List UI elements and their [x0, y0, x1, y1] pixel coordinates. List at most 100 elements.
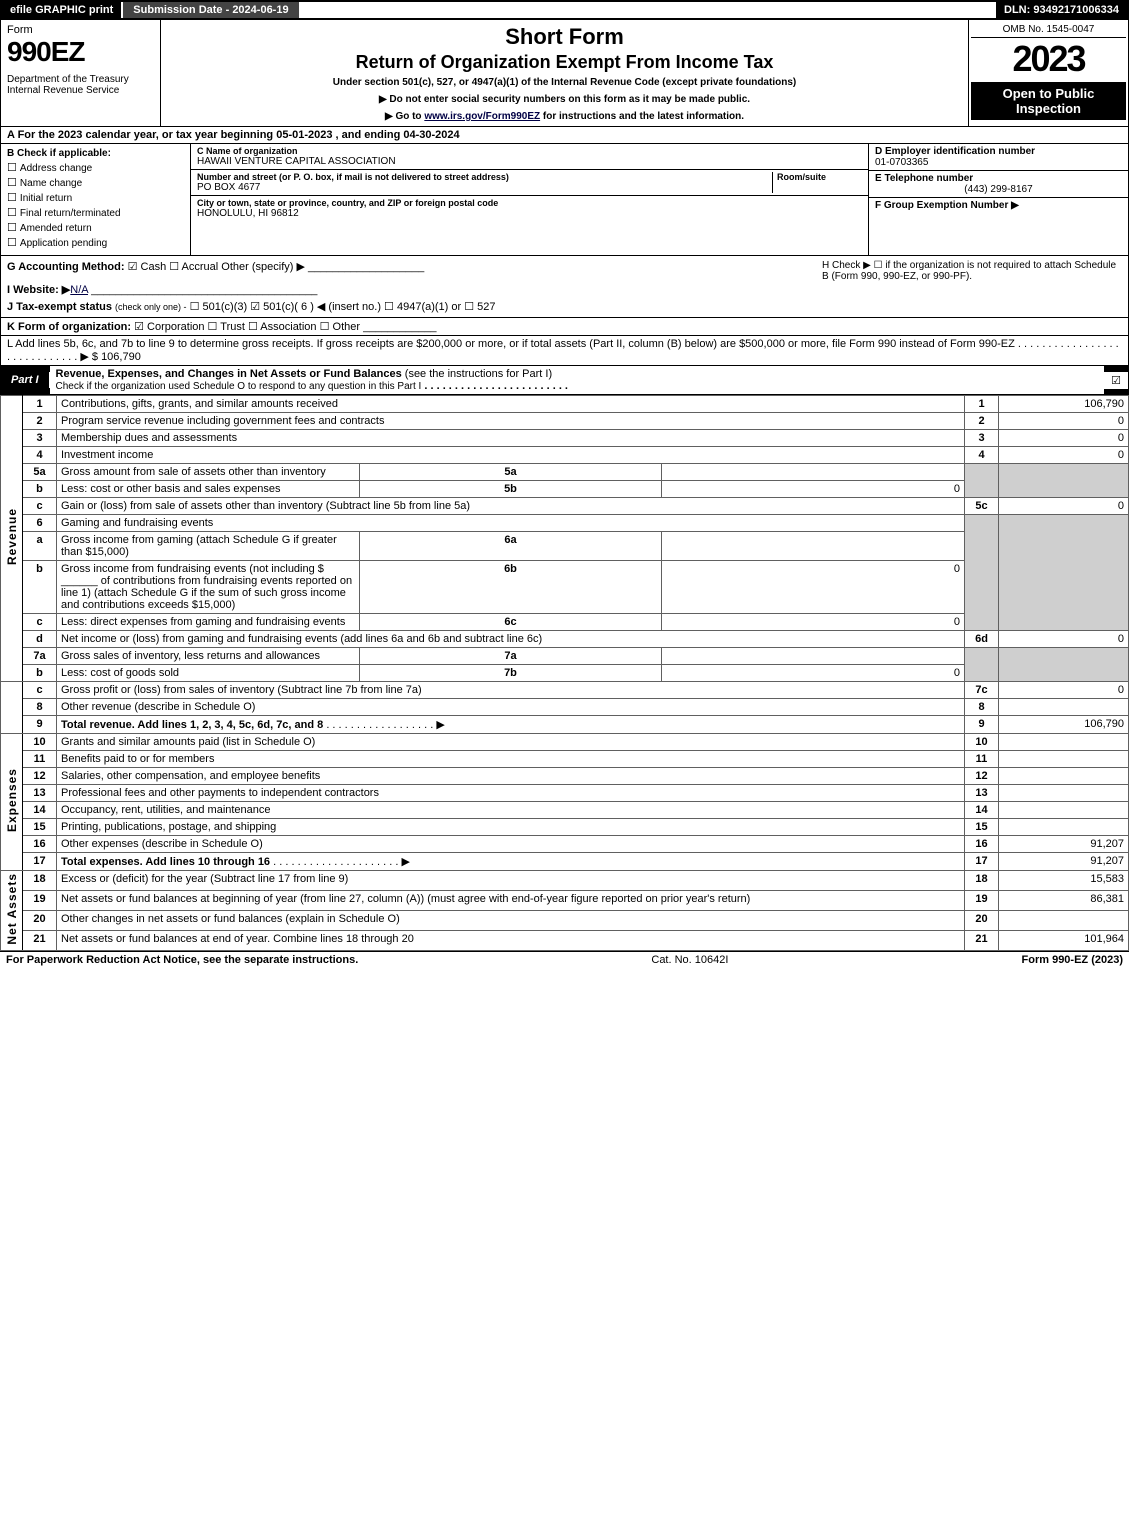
l2-num: 2: [965, 413, 999, 430]
submission-date: Submission Date - 2024-06-19: [121, 2, 298, 18]
l1-num: 1: [965, 396, 999, 413]
l16-t: Other expenses (describe in Schedule O): [57, 836, 965, 853]
line-l-value: 106,790: [101, 351, 141, 363]
l17-n: 17: [23, 853, 57, 871]
footer-left: For Paperwork Reduction Act Notice, see …: [6, 954, 358, 966]
side-revenue2: [1, 682, 23, 734]
l6c-t: Less: direct expenses from gaming and fu…: [57, 614, 360, 631]
l14-t: Occupancy, rent, utilities, and maintena…: [57, 802, 965, 819]
section-c: C Name of organization HAWAII VENTURE CA…: [191, 144, 868, 255]
omb-number: OMB No. 1545-0047: [971, 22, 1126, 38]
l2-v: 0: [999, 413, 1129, 430]
line-g-label: G Accounting Method:: [7, 261, 125, 273]
cb-amended-return[interactable]: Amended return: [7, 221, 184, 234]
part1-title-main: Revenue, Expenses, and Changes in Net As…: [56, 368, 402, 380]
cb-name-change[interactable]: Name change: [7, 176, 184, 189]
l19-num: 19: [965, 890, 999, 910]
l6c-n: c: [23, 614, 57, 631]
l4-v: 0: [999, 447, 1129, 464]
line-j: J Tax-exempt status (check only one) - ☐…: [7, 300, 822, 313]
header-mid: Short Form Return of Organization Exempt…: [161, 20, 968, 126]
irs-link[interactable]: www.irs.gov/Form990EZ: [424, 111, 540, 122]
section-b: B Check if applicable: Address change Na…: [1, 144, 191, 255]
l10-n: 10: [23, 734, 57, 751]
l20-t: Other changes in net assets or fund bala…: [57, 910, 965, 930]
l7c-num: 7c: [965, 682, 999, 699]
section-b-label: B Check if applicable:: [7, 148, 184, 159]
l18-t: Excess or (deficit) for the year (Subtra…: [57, 871, 965, 891]
ein: 01-0703365: [875, 157, 1122, 168]
line-j-sub: (check only one) -: [115, 302, 187, 312]
website-value[interactable]: N/A: [70, 284, 88, 296]
line-k-label: K Form of organization:: [7, 321, 131, 333]
l11-n: 11: [23, 751, 57, 768]
footer-mid: Cat. No. 10642I: [358, 954, 1021, 966]
side-expenses: Expenses: [1, 734, 23, 871]
l8-n: 8: [23, 699, 57, 716]
l10-v: [999, 734, 1129, 751]
city-label: City or town, state or province, country…: [197, 198, 862, 208]
cb-initial-return[interactable]: Initial return: [7, 191, 184, 204]
l18-num: 18: [965, 871, 999, 891]
footer: For Paperwork Reduction Act Notice, see …: [0, 951, 1129, 968]
top-bar: efile GRAPHIC print Submission Date - 20…: [0, 0, 1129, 20]
addr: PO BOX 4677: [197, 182, 772, 193]
l6c-sv: 0: [662, 614, 965, 631]
grp-cell: F Group Exemption Number ▶: [869, 198, 1128, 213]
part1-check-note: Check if the organization used Schedule …: [56, 381, 422, 392]
l2-n: 2: [23, 413, 57, 430]
l14-v: [999, 802, 1129, 819]
side-revenue: Revenue: [1, 396, 23, 682]
l7b-sn: 7b: [359, 665, 662, 682]
part1-title-sub: (see the instructions for Part I): [402, 368, 552, 380]
header-right: OMB No. 1545-0047 2023 Open to Public In…: [968, 20, 1128, 126]
l13-num: 13: [965, 785, 999, 802]
part1-checkbox[interactable]: ☑: [1104, 372, 1128, 389]
l4-n: 4: [23, 447, 57, 464]
cb-final-return[interactable]: Final return/terminated: [7, 206, 184, 219]
l20-v: [999, 910, 1129, 930]
dln: DLN: 93492171006334: [996, 2, 1127, 18]
l6-shade: [965, 515, 999, 631]
l11-num: 11: [965, 751, 999, 768]
line-a-pre: A For the 2023 calendar year, or tax yea…: [7, 129, 276, 141]
l11-t: Benefits paid to or for members: [57, 751, 965, 768]
goto-pre: ▶ Go to: [385, 111, 424, 122]
l5b-t: Less: cost or other basis and sales expe…: [57, 481, 360, 498]
l3-v: 0: [999, 430, 1129, 447]
tel-cell: E Telephone number (443) 299-8167: [869, 171, 1128, 198]
part1-table: Revenue 1 Contributions, gifts, grants, …: [0, 395, 1129, 951]
side-netassets: Net Assets: [1, 871, 23, 951]
city: HONOLULU, HI 96812: [197, 208, 862, 219]
l2-t: Program service revenue including govern…: [57, 413, 965, 430]
l17-t: Total expenses. Add lines 10 through 16 …: [57, 853, 965, 871]
org-name: HAWAII VENTURE CAPITAL ASSOCIATION: [197, 156, 862, 167]
cb-address-change[interactable]: Address change: [7, 161, 184, 174]
l10-num: 10: [965, 734, 999, 751]
l6c-sn: 6c: [359, 614, 662, 631]
l11-v: [999, 751, 1129, 768]
goto-note: ▶ Go to www.irs.gov/Form990EZ for instru…: [167, 111, 962, 122]
l5c-t: Gain or (loss) from sale of assets other…: [57, 498, 965, 515]
info-block: B Check if applicable: Address change Na…: [0, 144, 1129, 256]
l13-v: [999, 785, 1129, 802]
line-j-opts: ☐ 501(c)(3) ☑ 501(c)( 6 ) ◀ (insert no.)…: [190, 301, 496, 313]
l6d-n: d: [23, 631, 57, 648]
line-l: L Add lines 5b, 6c, and 7b to line 9 to …: [0, 336, 1129, 366]
open-to-public: Open to Public Inspection: [971, 82, 1126, 120]
l16-n: 16: [23, 836, 57, 853]
l14-n: 14: [23, 802, 57, 819]
l21-t: Net assets or fund balances at end of ye…: [57, 930, 965, 950]
gh-left: G Accounting Method: ☑ Cash ☐ Accrual Ot…: [7, 260, 822, 313]
cb-application-pending[interactable]: Application pending: [7, 236, 184, 249]
addr-cell: Number and street (or P. O. box, if mail…: [191, 170, 868, 196]
l7a-n: 7a: [23, 648, 57, 665]
l21-v: 101,964: [999, 930, 1129, 950]
l12-n: 12: [23, 768, 57, 785]
efile-print[interactable]: efile GRAPHIC print: [2, 2, 121, 18]
l9-t: Total revenue. Add lines 1, 2, 3, 4, 5c,…: [57, 716, 965, 734]
part1-tag: Part I: [1, 372, 50, 388]
l5c-num: 5c: [965, 498, 999, 515]
line-a-end: 04-30-2024: [403, 129, 459, 141]
l18-v: 15,583: [999, 871, 1129, 891]
